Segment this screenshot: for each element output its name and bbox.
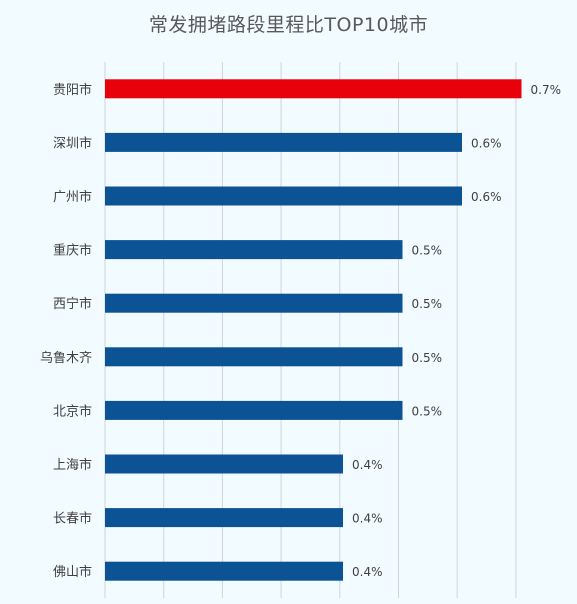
bar (105, 454, 343, 474)
bar (105, 400, 403, 420)
category-label: 广州市 (53, 189, 92, 205)
category-label: 贵阳市 (53, 82, 92, 98)
bar (105, 240, 403, 260)
category-label: 乌鲁木齐 (40, 350, 92, 366)
data-label: 0.4% (352, 458, 383, 472)
bar (105, 508, 343, 528)
data-label: 0.5% (412, 351, 443, 365)
bar (105, 347, 403, 367)
category-label: 西宁市 (53, 296, 92, 312)
category-label: 重庆市 (53, 243, 92, 259)
data-label: 0.6% (471, 190, 502, 204)
category-label: 深圳市 (53, 135, 92, 151)
category-label: 上海市 (53, 457, 92, 473)
bar (105, 132, 462, 152)
data-label: 0.6% (471, 136, 502, 150)
data-label: 0.4% (352, 512, 383, 526)
category-label: 佛山市 (53, 564, 92, 580)
chart-title: 常发拥堵路段里程比TOP10城市 (148, 14, 429, 36)
data-label: 0.4% (352, 565, 383, 579)
bar (105, 186, 462, 206)
bar (105, 79, 522, 99)
bar (105, 561, 343, 581)
data-label: 0.5% (412, 244, 443, 258)
data-label: 0.5% (412, 404, 443, 418)
data-label: 0.7% (531, 83, 562, 97)
category-label: 北京市 (53, 403, 92, 419)
category-label: 长春市 (53, 511, 92, 527)
data-label: 0.5% (412, 297, 443, 311)
bar (105, 293, 403, 313)
